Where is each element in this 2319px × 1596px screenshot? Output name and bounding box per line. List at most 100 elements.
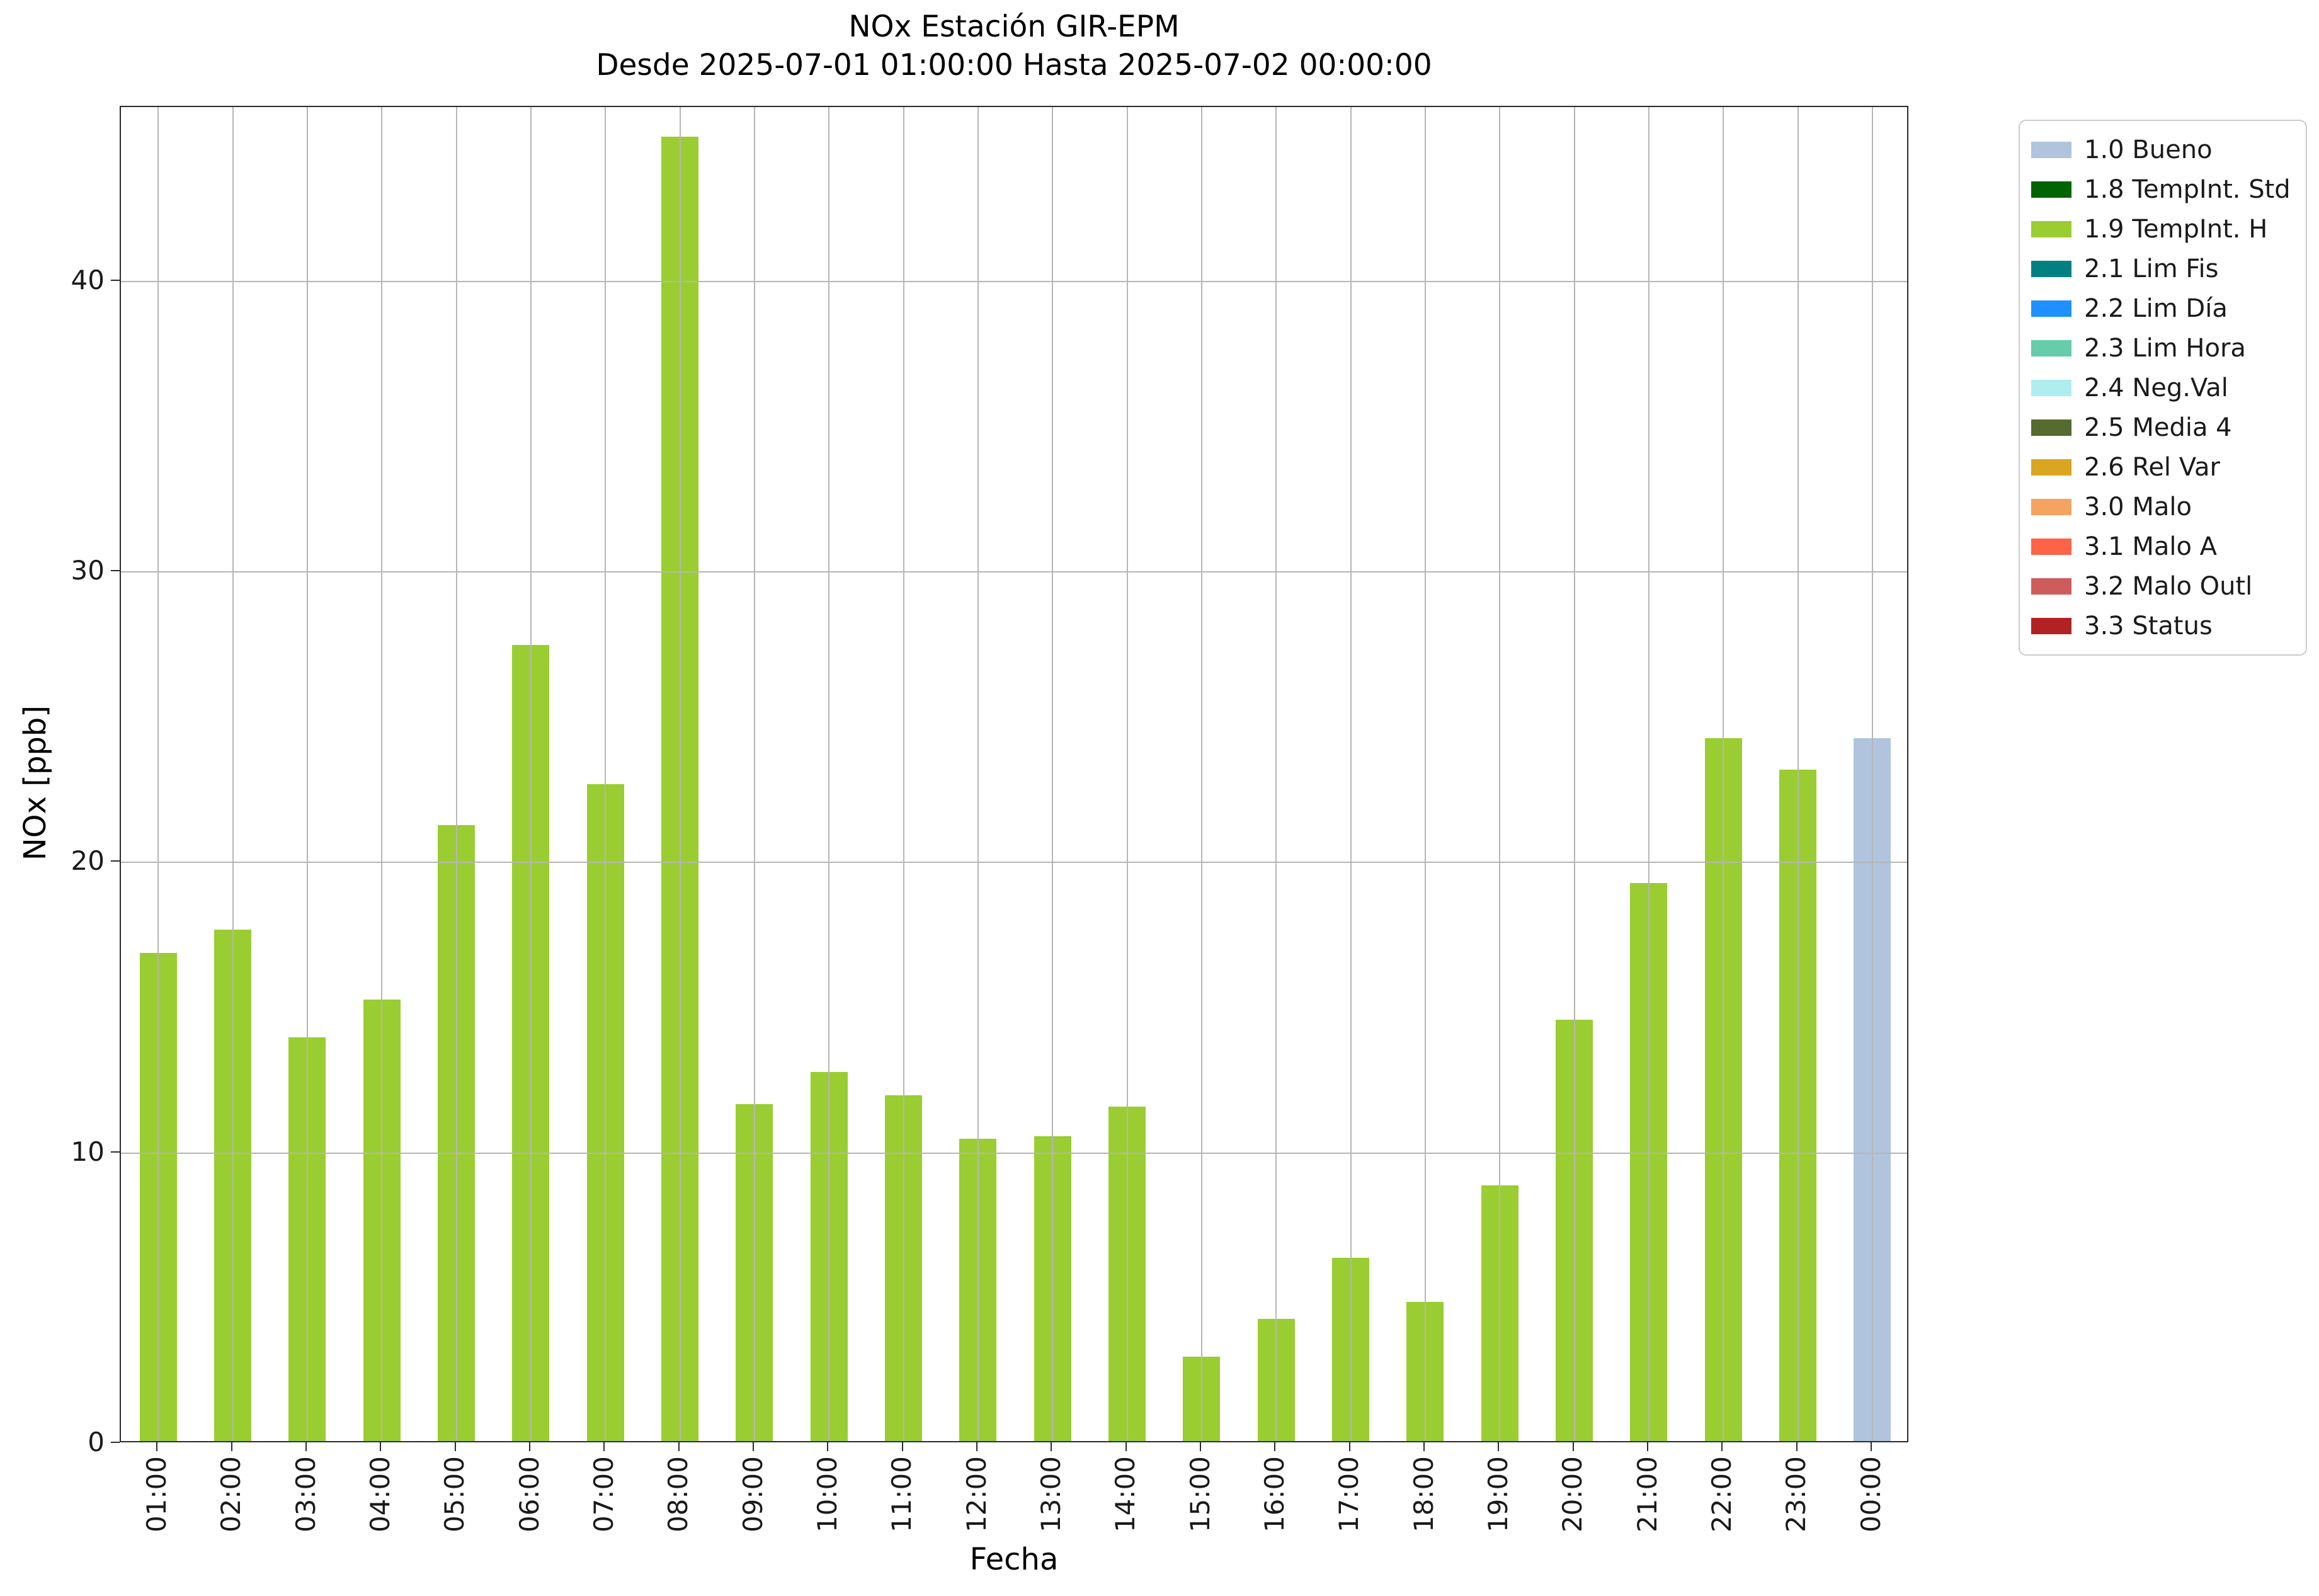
x-axis-label: Fecha [969, 1542, 1059, 1577]
x-tick-08:00 [678, 1442, 680, 1451]
chart-subtitle: Desde 2025-07-01 01:00:00 Hasta 2025-07-… [596, 48, 1432, 83]
legend-label-8: 2.6 Rel Var [2084, 452, 2220, 482]
x-tick-14:00 [1125, 1442, 1127, 1451]
gridline-x-18:00 [1425, 107, 1426, 1441]
x-tick-16:00 [1274, 1442, 1275, 1451]
x-tick-18:00 [1423, 1442, 1425, 1451]
legend-swatch-2 [2031, 220, 2071, 237]
plot-area [120, 106, 1908, 1442]
x-tick-00:00 [1871, 1442, 1872, 1451]
legend-item-3: 2.1 Lim Fis [2031, 249, 2291, 288]
y-tick-label-10: 10 [71, 1136, 105, 1167]
x-tick-label-02:00: 02:00 [215, 1456, 246, 1533]
chart-title: NOx Estación GIR-EPM [848, 9, 1180, 44]
gridline-x-20:00 [1574, 107, 1575, 1441]
legend-swatch-12 [2031, 617, 2071, 634]
legend-swatch-1 [2031, 181, 2071, 198]
x-tick-label-14:00: 14:00 [1110, 1456, 1141, 1533]
legend-swatch-0 [2031, 141, 2071, 158]
x-tick-03:00 [305, 1442, 307, 1451]
x-tick-label-23:00: 23:00 [1781, 1456, 1811, 1533]
legend-label-2: 1.9 TempInt. H [2084, 214, 2268, 244]
gridline-x-23:00 [1798, 107, 1799, 1441]
legend-item-5: 2.3 Lim Hora [2031, 328, 2291, 368]
legend-item-2: 1.9 TempInt. H [2031, 209, 2291, 249]
x-tick-label-17:00: 17:00 [1333, 1456, 1364, 1533]
x-tick-label-12:00: 12:00 [961, 1456, 992, 1533]
x-tick-01:00 [156, 1442, 157, 1451]
gridline-x-13:00 [1052, 107, 1053, 1441]
y-tick-label-30: 30 [71, 555, 105, 586]
x-tick-label-09:00: 09:00 [738, 1456, 768, 1533]
legend-swatch-8 [2031, 459, 2071, 476]
x-tick-02:00 [231, 1442, 232, 1451]
y-tick-40 [111, 280, 120, 281]
x-tick-05:00 [455, 1442, 456, 1451]
legend-label-0: 1.0 Bueno [2084, 135, 2213, 164]
gridline-x-06:00 [530, 107, 532, 1441]
legend-label-7: 2.5 Media 4 [2084, 413, 2232, 442]
legend-label-9: 3.0 Malo [2084, 492, 2192, 522]
x-tick-15:00 [1200, 1442, 1201, 1451]
gridline-y-10 [121, 1153, 1907, 1154]
gridline-y-20 [121, 862, 1907, 863]
gridline-x-03:00 [307, 107, 308, 1441]
x-tick-label-00:00: 00:00 [1855, 1456, 1886, 1533]
x-tick-label-19:00: 19:00 [1483, 1456, 1513, 1533]
legend-label-5: 2.3 Lim Hora [2084, 333, 2246, 363]
legend-swatch-11 [2031, 578, 2071, 595]
y-tick-10 [111, 1151, 120, 1153]
x-tick-06:00 [529, 1442, 530, 1451]
gridline-x-01:00 [157, 107, 159, 1441]
x-tick-label-22:00: 22:00 [1706, 1456, 1737, 1533]
x-tick-13:00 [1051, 1442, 1052, 1451]
legend-swatch-5 [2031, 339, 2071, 356]
y-tick-20 [111, 860, 120, 862]
legend: 1.0 Bueno 1.8 TempInt. Std 1.9 TempInt. H 2… [2019, 120, 2307, 656]
legend-label-6: 2.4 Neg.Val [2084, 373, 2228, 402]
legend-swatch-3 [2031, 260, 2071, 277]
x-tick-10:00 [827, 1442, 828, 1451]
y-tick-label-40: 40 [71, 265, 105, 295]
y-tick-0 [111, 1442, 120, 1443]
gridline-x-14:00 [1127, 107, 1128, 1441]
x-tick-label-15:00: 15:00 [1185, 1456, 1216, 1533]
x-tick-label-04:00: 04:00 [365, 1456, 396, 1533]
y-axis-label: NOx [ppb] [18, 705, 53, 861]
x-tick-11:00 [902, 1442, 903, 1451]
gridline-x-22:00 [1723, 107, 1724, 1441]
gridline-x-09:00 [754, 107, 755, 1441]
x-tick-label-07:00: 07:00 [588, 1456, 619, 1533]
chart-title-block: NOx Estación GIR-EPM Desde 2025-07-01 01… [120, 8, 1908, 84]
gridline-x-19:00 [1499, 107, 1500, 1441]
x-tick-label-08:00: 08:00 [663, 1456, 693, 1533]
x-tick-23:00 [1796, 1442, 1798, 1451]
legend-swatch-6 [2031, 379, 2071, 396]
x-tick-label-16:00: 16:00 [1259, 1456, 1290, 1533]
gridline-x-16:00 [1275, 107, 1277, 1441]
legend-item-6: 2.4 Neg.Val [2031, 368, 2291, 408]
x-tick-label-11:00: 11:00 [886, 1456, 917, 1533]
legend-label-10: 3.1 Malo A [2084, 532, 2218, 561]
legend-label-4: 2.2 Lim Día [2084, 294, 2228, 323]
x-tick-12:00 [976, 1442, 977, 1451]
gridline-x-05:00 [456, 107, 457, 1441]
x-tick-20:00 [1573, 1442, 1574, 1451]
y-tick-label-0: 0 [88, 1427, 105, 1457]
x-tick-label-03:00: 03:00 [290, 1456, 321, 1533]
x-tick-label-05:00: 05:00 [439, 1456, 470, 1533]
gridline-x-11:00 [903, 107, 904, 1441]
legend-item-7: 2.5 Media 4 [2031, 408, 2291, 447]
legend-item-8: 2.6 Rel Var [2031, 447, 2291, 487]
legend-item-9: 3.0 Malo [2031, 487, 2291, 527]
x-tick-22:00 [1721, 1442, 1723, 1451]
gridline-x-07:00 [605, 107, 606, 1441]
legend-item-10: 3.1 Malo A [2031, 527, 2291, 566]
x-tick-label-06:00: 06:00 [514, 1456, 545, 1533]
x-tick-19:00 [1498, 1442, 1499, 1451]
y-tick-label-20: 20 [71, 845, 105, 876]
legend-label-11: 3.2 Malo Outl [2084, 571, 2253, 601]
gridline-x-04:00 [381, 107, 382, 1441]
legend-label-3: 2.1 Lim Fis [2084, 254, 2219, 283]
